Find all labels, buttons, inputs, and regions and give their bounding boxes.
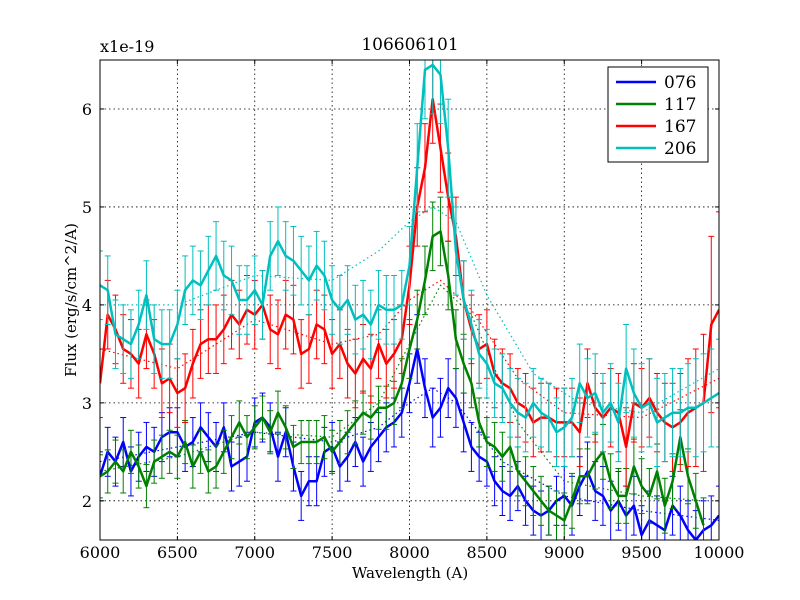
x-tick-label: 7000 bbox=[234, 543, 275, 562]
x-tick-label: 8500 bbox=[467, 543, 508, 562]
x-tick-label: 10000 bbox=[694, 543, 745, 562]
legend-label-167: 167 bbox=[664, 117, 696, 137]
x-axis-label: Wavelength (A) bbox=[352, 564, 468, 582]
series-206 bbox=[100, 60, 719, 468]
y-tick-label: 4 bbox=[82, 296, 92, 315]
x-tick-label: 6500 bbox=[157, 543, 198, 562]
legend-label-117: 117 bbox=[664, 95, 696, 115]
y-axis-label: Flux (erg/s/cm^2/A) bbox=[62, 223, 80, 377]
x-tick-label: 9500 bbox=[621, 543, 662, 562]
x-tick-label: 6000 bbox=[80, 543, 121, 562]
chart-title: 106606101 bbox=[361, 35, 458, 55]
axis-ticks: 6000 6500 7000 7500 8000 8500 9000 9500 10000 2 3 4… bbox=[80, 60, 745, 562]
x-tick-label: 7500 bbox=[312, 543, 353, 562]
series-206-line bbox=[100, 63, 719, 434]
y-tick-label: 2 bbox=[82, 492, 92, 511]
data-layer bbox=[100, 60, 719, 540]
legend-label-206: 206 bbox=[664, 139, 696, 159]
series-076-smooth-line bbox=[100, 387, 719, 521]
y-axis-offset-label: x1e-19 bbox=[100, 37, 154, 56]
y-tick-label: 3 bbox=[82, 394, 92, 413]
x-tick-label: 8000 bbox=[389, 543, 430, 562]
legend-label-076: 076 bbox=[664, 73, 696, 93]
x-tick-label: 9000 bbox=[544, 543, 585, 562]
y-tick-label: 6 bbox=[82, 100, 92, 119]
y-tick-label: 5 bbox=[82, 198, 92, 217]
